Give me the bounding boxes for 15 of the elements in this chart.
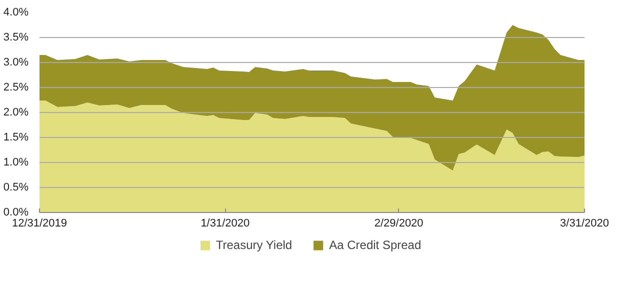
x-tick-label: 2/29/2020 [374, 218, 424, 230]
y-tick-label: 4.0% [3, 6, 29, 18]
y-tick-label: 0.0% [3, 206, 29, 218]
x-tick-label: 12/31/2019 [12, 218, 68, 230]
legend-label: Treasury Yield [216, 238, 292, 252]
y-tick-label: 0.5% [3, 182, 29, 194]
legend-label: Aa Credit Spread [329, 238, 422, 252]
y-tick-label: 1.0% [3, 156, 29, 168]
y-tick-label: 3.0% [3, 56, 29, 68]
y-tick-label: 1.5% [3, 132, 29, 144]
x-tick-label: 3/31/2020 [560, 218, 609, 230]
y-tick-label: 2.5% [3, 82, 29, 94]
y-tick-label: 2.0% [3, 106, 29, 118]
y-tick-label: 3.5% [3, 32, 29, 44]
x-tick-label: 1/31/2020 [200, 218, 250, 230]
